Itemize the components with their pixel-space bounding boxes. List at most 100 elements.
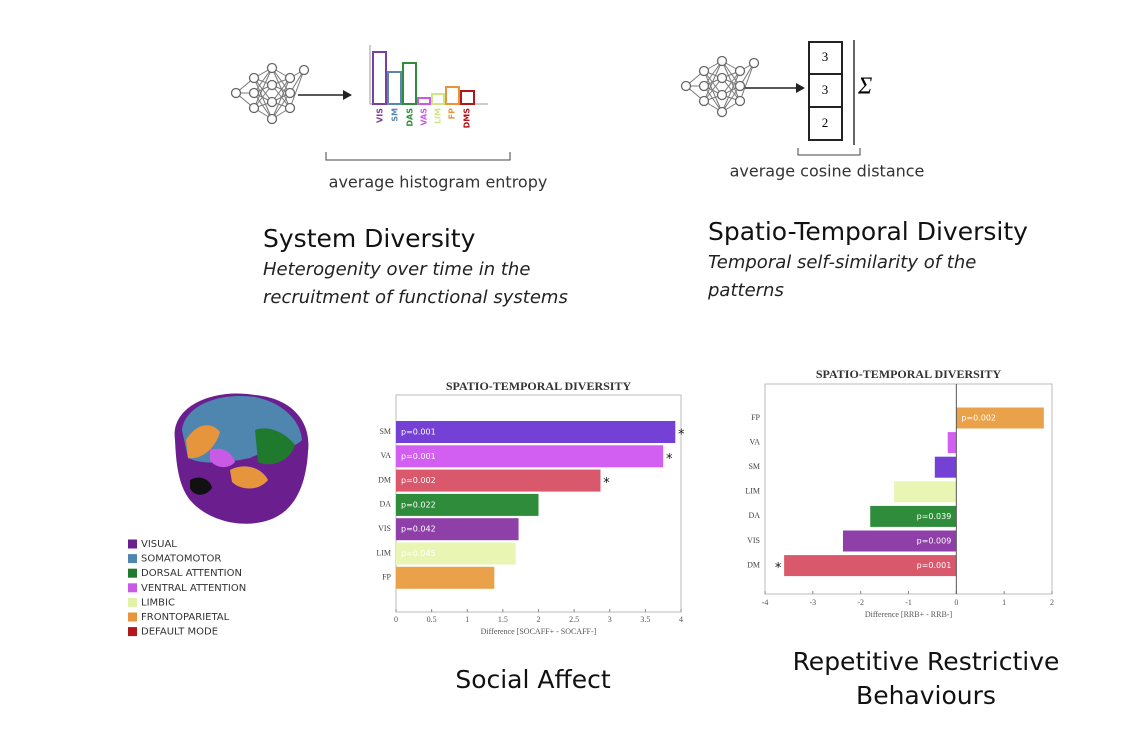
x-tick-label: 1.5 — [498, 615, 508, 624]
arrow-head — [796, 83, 805, 93]
net-node — [266, 62, 278, 74]
net-node — [698, 65, 710, 77]
bar — [396, 421, 676, 443]
x-tick-label: -4 — [762, 598, 769, 607]
value-label: p=0.045 — [401, 549, 436, 558]
bar-label: DMS — [463, 108, 472, 129]
cell-value: 3 — [822, 82, 829, 97]
y-tick-label: VIS — [378, 524, 391, 533]
caption: average histogram entropy — [329, 173, 548, 192]
value-label: p=0.022 — [401, 500, 436, 509]
panel-title: Behaviours — [856, 681, 996, 710]
net-node — [680, 80, 692, 92]
bracket — [797, 148, 861, 156]
net-edge — [703, 60, 723, 102]
net-node — [266, 79, 278, 91]
bar-label: DAS — [406, 108, 415, 127]
net-edge — [271, 92, 291, 120]
net-node — [698, 95, 710, 107]
net-edge — [721, 60, 741, 102]
net-node — [230, 87, 242, 99]
y-tick-label: DA — [748, 511, 760, 520]
y-tick-label: FP — [751, 413, 760, 422]
panel-title: Social Affect — [455, 665, 611, 694]
y-tick-label: DM — [378, 475, 391, 484]
bar — [396, 445, 664, 468]
net-node — [266, 96, 278, 108]
bar — [956, 407, 1044, 429]
arrow-head — [343, 90, 352, 100]
x-tick-label: 0.5 — [427, 615, 437, 624]
net-edge — [289, 69, 305, 109]
value-label: p=0.002 — [401, 476, 436, 485]
x-tick-label: 4 — [679, 615, 683, 624]
x-tick-label: 0 — [954, 598, 958, 607]
y-tick-label: DM — [747, 560, 760, 569]
legend-swatch — [128, 597, 137, 607]
legend-label: LIMBIC — [141, 597, 175, 608]
value-label: p=0.002 — [961, 414, 996, 423]
net-node — [248, 102, 260, 114]
net-node — [298, 64, 310, 76]
net-edge — [253, 77, 273, 120]
net-node — [248, 87, 260, 99]
net-node — [284, 102, 296, 114]
net-edge — [703, 70, 723, 113]
net-node — [698, 80, 710, 92]
net-edge — [253, 67, 273, 109]
legend-swatch — [128, 568, 137, 578]
x-tick-label: 3 — [608, 615, 612, 624]
y-tick-label: VA — [749, 437, 760, 446]
y-tick-label: VIS — [747, 536, 760, 545]
bar — [784, 555, 957, 577]
net-edge — [739, 62, 755, 102]
value-label: p=0.042 — [401, 525, 436, 534]
x-axis-label: Difference [SOCAFF+ - SOCAFF-] — [481, 627, 597, 636]
net-edge — [271, 77, 291, 120]
subtitle: Heterogenity over time in the — [263, 259, 530, 280]
legend-swatch — [128, 554, 137, 564]
x-tick-label: 1 — [465, 615, 469, 624]
bar-label: VIS — [376, 108, 385, 123]
net-node — [716, 55, 728, 67]
bar — [947, 432, 957, 454]
bar-label: SM — [391, 108, 400, 122]
x-tick-label: 1 — [1002, 598, 1006, 607]
panel-title: Repetitive Restrictive — [793, 647, 1060, 676]
panel-title: Spatio-Temporal Diversity — [708, 217, 1028, 246]
value-label: p=0.039 — [917, 512, 952, 521]
subtitle: recruitment of functional systems — [263, 287, 568, 308]
net-node — [748, 57, 760, 69]
legend-label: VENTRAL ATTENTION — [141, 583, 246, 594]
legend-swatch — [128, 583, 137, 593]
net-node — [734, 95, 746, 107]
x-tick-label: -2 — [857, 598, 864, 607]
bar — [396, 542, 516, 565]
x-tick-label: 3.5 — [640, 615, 650, 624]
sum-symbol: Σ — [857, 74, 872, 100]
bar — [894, 481, 957, 503]
net-node — [716, 89, 728, 101]
bar — [396, 493, 539, 516]
significance: * — [678, 428, 685, 443]
legend-label: DEFAULT MODE — [141, 627, 218, 638]
panel-title: System Diversity — [263, 224, 476, 253]
y-tick-label: LIM — [376, 548, 391, 557]
net-node — [716, 106, 728, 118]
legend-label: DORSAL ATTENTION — [141, 568, 242, 579]
net-node — [266, 113, 278, 125]
bar-label: VAS — [420, 108, 429, 126]
net-edge — [721, 85, 741, 113]
cell-value: 2 — [822, 115, 829, 130]
bar-label: FP — [448, 108, 457, 119]
significance: * — [775, 561, 782, 576]
net-node — [734, 80, 746, 92]
net-node — [716, 72, 728, 84]
legend-swatch — [128, 612, 137, 622]
net-edge — [721, 70, 741, 113]
cell-stack — [808, 41, 843, 141]
brain-image — [174, 393, 309, 524]
bar — [870, 505, 957, 527]
legend-label: SOMATOMOTOR — [141, 554, 221, 565]
